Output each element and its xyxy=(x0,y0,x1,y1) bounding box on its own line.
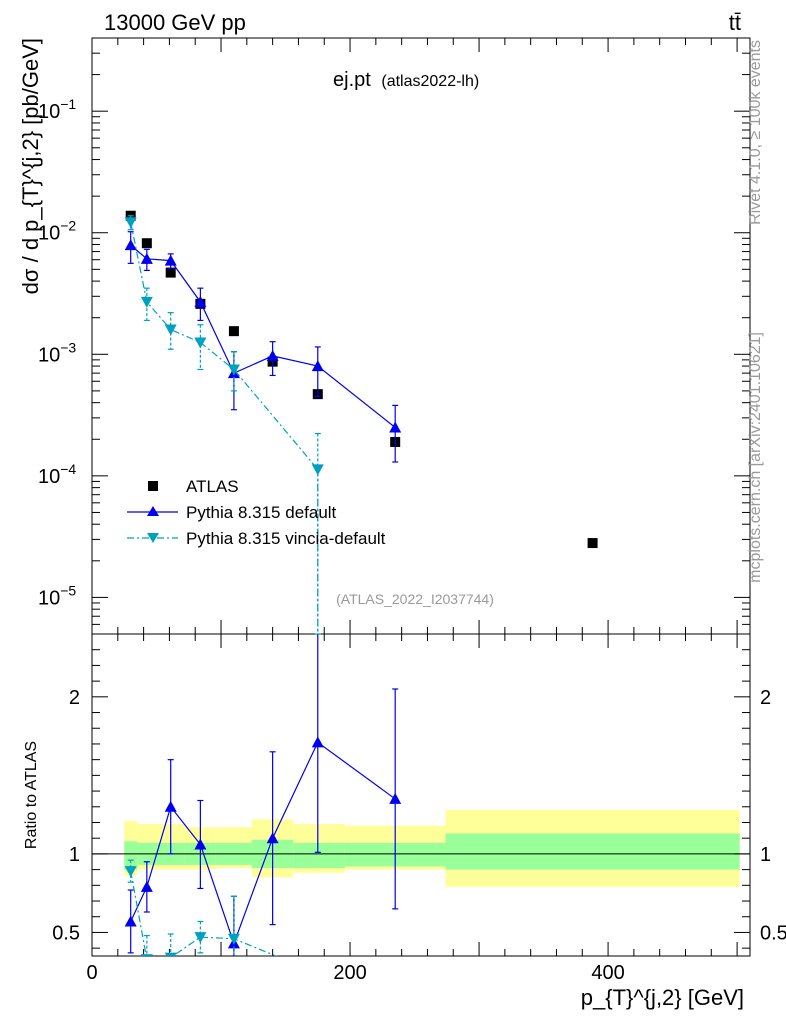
legend-label-pythia-default: Pythia 8.315 default xyxy=(186,503,337,522)
data-series xyxy=(124,210,598,635)
ratio-uncertainty-bands xyxy=(124,809,740,887)
x-axis-label: p_{T}^{j,2} [GeV] xyxy=(581,985,744,1010)
y-tick-label: 10−3 xyxy=(38,339,76,366)
process-label: tt̄ xyxy=(729,10,741,35)
ratio-point xyxy=(124,866,137,878)
data-point xyxy=(164,324,177,336)
x-tick-label: 200 xyxy=(333,962,366,984)
ratio-point xyxy=(194,838,207,850)
ratio-point xyxy=(124,915,137,927)
legend: ATLAS Pythia 8.315 default Pythia 8.315 … xyxy=(127,477,386,548)
data-point xyxy=(140,252,153,264)
data-point xyxy=(194,337,207,349)
chart-title-main: ej.pt xyxy=(333,69,371,91)
ratio-tick-label-right: 1 xyxy=(760,844,771,866)
ratio-tick-label-left: 1 xyxy=(69,844,80,866)
ratio-tick-label-right: 2 xyxy=(760,687,771,709)
legend-marker-atlas xyxy=(148,481,158,491)
legend-marker-pythia-default xyxy=(147,506,159,516)
x-tick-label: 400 xyxy=(591,962,624,984)
data-point-atlas xyxy=(141,238,152,249)
y-tick-label: 10−4 xyxy=(38,461,76,488)
ratio-point xyxy=(164,800,177,812)
ratio-tick-label-left: 0.5 xyxy=(52,922,80,944)
legend-entry-pythia-vincia: Pythia 8.315 vincia-default xyxy=(127,529,386,548)
legend-entry-atlas: ATLAS xyxy=(148,477,239,496)
ratio-tick-label-left: 2 xyxy=(69,687,80,709)
data-point xyxy=(311,464,324,476)
data-point xyxy=(164,254,177,266)
analysis-label: (ATLAS_2022_I2037744) xyxy=(336,591,494,607)
ratio-point xyxy=(140,880,153,892)
energy-label: 13000 GeV pp xyxy=(104,10,246,35)
ratio-band-inner-6 xyxy=(293,842,345,869)
data-point xyxy=(124,239,137,251)
ratio-line xyxy=(130,741,396,946)
data-point-atlas xyxy=(587,538,598,549)
data-point xyxy=(389,421,402,433)
ratio-band-inner-8 xyxy=(445,833,740,870)
x-tick-label: 0 xyxy=(86,962,97,984)
y-tick-label: 10−1 xyxy=(38,96,76,123)
y-axis-label: dσ / d p_{T}^{j,2} [pb/GeV] xyxy=(18,38,43,294)
data-point xyxy=(124,217,137,229)
series-line xyxy=(130,244,396,428)
ratio-point xyxy=(140,954,153,956)
ratio-point xyxy=(311,736,324,748)
legend-label-pythia-vincia: Pythia 8.315 vincia-default xyxy=(186,529,386,548)
ratio-axis-label: Ratio to ATLAS xyxy=(23,741,40,849)
legend-label-atlas: ATLAS xyxy=(186,477,239,496)
ratio-series-2 xyxy=(124,859,324,979)
rivet-version-label: Rivet 4.1.0, ≥ 100k events xyxy=(747,40,764,225)
axis-tick-labels: 0 200 400 10−1 10−2 10−3 10−4 10−5 0.5 0.5 1 1 2 2 xyxy=(38,96,786,984)
legend-marker-pythia-vincia xyxy=(147,533,159,543)
ratio-band-inner-0 xyxy=(124,841,138,870)
ratio-point xyxy=(227,933,240,945)
ratio-panel-frame xyxy=(91,633,751,957)
data-point xyxy=(140,296,153,308)
data-point-atlas xyxy=(228,326,239,337)
ratio-point xyxy=(194,932,207,944)
ratio-series-1 xyxy=(124,634,402,956)
mcplots-label: mcplots.cern.ch [arXiv:2401.10621] xyxy=(747,332,764,583)
ratio-point xyxy=(312,968,324,979)
ratio-point xyxy=(164,952,177,956)
data-point xyxy=(266,349,279,361)
legend-entry-pythia-default: Pythia 8.315 default xyxy=(127,503,337,522)
y-tick-label: 10−2 xyxy=(38,218,76,245)
data-point xyxy=(227,364,240,376)
axis-ticks xyxy=(91,37,750,956)
ratio-line xyxy=(130,871,278,956)
data-point xyxy=(311,360,324,372)
ratio-series xyxy=(124,634,402,979)
series-0 xyxy=(125,210,598,549)
series-line xyxy=(130,222,319,470)
data-point xyxy=(194,295,207,307)
series-1 xyxy=(124,231,402,463)
data-point-atlas xyxy=(165,267,176,278)
series-2 xyxy=(124,215,324,635)
chart-subtitle: (atlas2022-lh) xyxy=(381,73,479,90)
ratio-point xyxy=(266,832,279,844)
chart-title: ej.pt (atlas2022-lh) xyxy=(333,69,479,91)
ratio-point xyxy=(389,792,402,804)
ratio-tick-label-right: 0.5 xyxy=(760,922,786,944)
y-tick-label: 10−5 xyxy=(38,582,76,609)
